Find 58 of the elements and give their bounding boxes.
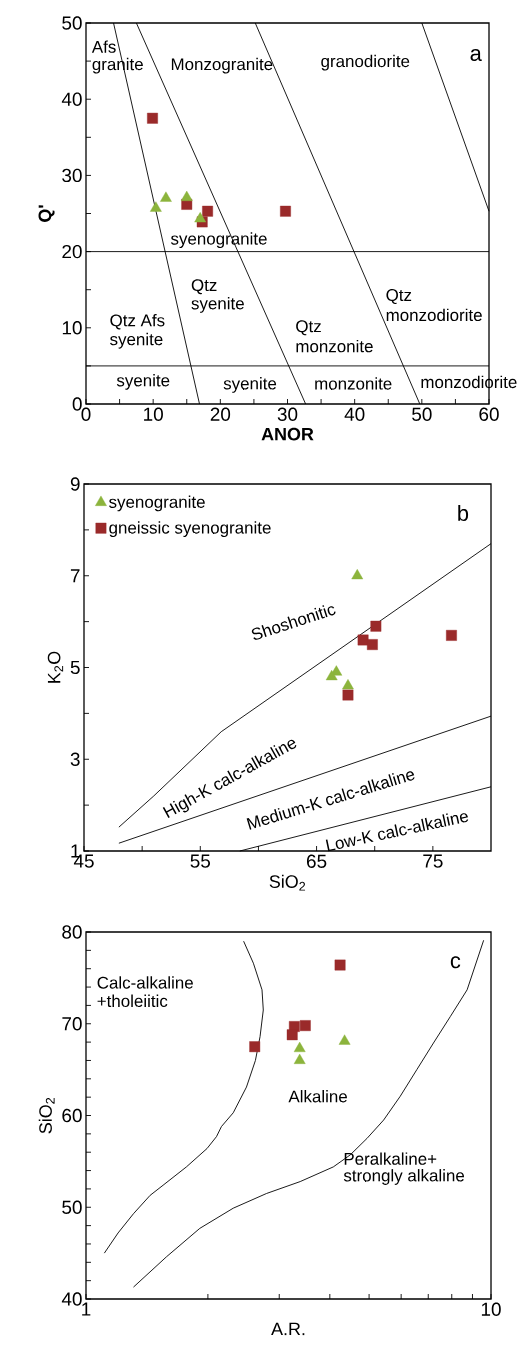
annotation: Calc-alkaline — [97, 976, 193, 989]
annotation: b — [458, 504, 469, 522]
annotation: Low-K calc-alkaline — [325, 813, 469, 852]
annotation: monzonite — [296, 339, 373, 353]
annotation: syenite — [223, 377, 277, 393]
x-tick-label: 75 — [423, 854, 443, 868]
y-tick-label: 20 — [62, 244, 82, 259]
annotation: Qtz Afs — [110, 313, 165, 330]
y-tick-label: 80 — [62, 925, 82, 939]
annotation: Qtz — [296, 320, 321, 336]
y-tick-label: 40 — [61, 1292, 82, 1306]
x-tick-label: 30 — [277, 407, 298, 421]
y-tick-label: 0 — [72, 397, 82, 411]
y-tick-label: 9 — [70, 477, 80, 491]
x-tick-label: 50 — [412, 407, 432, 421]
annotation: c — [450, 956, 461, 969]
annotation: Alkaline — [288, 1090, 347, 1103]
x-tick-label: 40 — [344, 407, 365, 421]
x-axis-title: ANOR — [261, 427, 314, 441]
annotation: a — [470, 49, 482, 62]
annotation: monzodiorite — [386, 308, 482, 322]
annotation: Monzogranite — [171, 57, 273, 74]
x-tick-label: 55 — [190, 854, 211, 868]
y-axis-title: SiO$_{2}$ — [38, 1097, 55, 1134]
x-axis-title: SiO$_{2}$ — [269, 874, 306, 891]
legend-label: gneissic syenogranite — [109, 521, 271, 538]
x-tick-label: 0 — [81, 407, 91, 421]
annotation: granodiorite — [321, 54, 410, 71]
annotation: granite — [92, 57, 143, 74]
annotation: +tholeiitic — [97, 994, 168, 1008]
annotation: syenite — [116, 374, 170, 390]
y-tick-label: 70 — [62, 1017, 82, 1031]
annotation: strongly alkaline — [343, 1169, 465, 1185]
y-tick-label: 5 — [70, 660, 80, 675]
annotation: monzonite — [315, 377, 392, 390]
x-tick-label: 10 — [144, 407, 163, 421]
y-axis-title: Q' — [38, 205, 55, 222]
y-axis-title: K$_{2}$O — [47, 651, 64, 683]
y-tick-label: 3 — [70, 752, 80, 766]
y-tick-label: 60 — [62, 1108, 82, 1123]
annotation: Afs — [91, 40, 116, 53]
x-tick-label: 65 — [307, 854, 327, 868]
x-tick-label: 20 — [210, 407, 231, 421]
annotation: Qtz — [386, 289, 412, 305]
annotation: Peralkaline+ — [344, 1152, 437, 1165]
annotation: syenogranite — [170, 232, 267, 249]
annotation: Qtz — [191, 279, 217, 295]
y-tick-label: 40 — [61, 92, 82, 106]
y-tick-label: 30 — [62, 168, 82, 183]
y-tick-label: 50 — [62, 16, 82, 30]
y-tick-label: 10 — [62, 321, 82, 335]
y-tick-label: 7 — [70, 569, 80, 583]
annotation: syenite — [110, 332, 163, 349]
legend-label: syenogranite — [109, 495, 205, 512]
annotation: syenite — [191, 297, 244, 313]
x-tick-label: 60 — [479, 407, 499, 421]
x-axis-title: A.R. — [271, 1322, 305, 1336]
y-tick-label: 50 — [62, 1200, 82, 1214]
